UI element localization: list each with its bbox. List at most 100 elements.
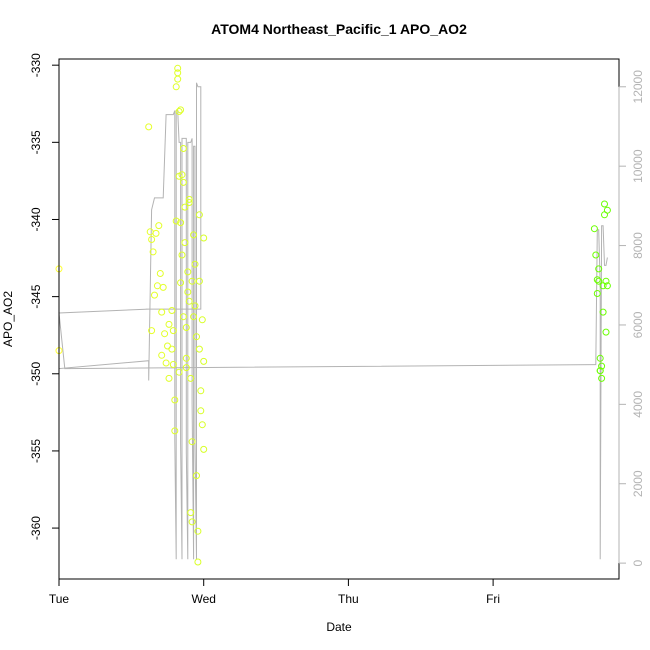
data-point [197,407,205,415]
y-tick-label: -330 [29,53,43,77]
data-point [172,83,180,91]
data-point [593,276,601,284]
data-point [191,260,199,268]
data-point [185,199,193,206]
x-tick-label: Thu [338,592,359,606]
data-point [179,178,187,186]
plot-frame [58,58,620,580]
y2-tick-label: 12000 [631,70,645,104]
data-point [159,283,167,291]
data-point [185,297,193,305]
data-point [194,527,202,535]
data-point [194,558,202,566]
data-point [152,229,160,237]
points-layer [55,64,611,566]
data-point [595,265,603,273]
x-tick-label: Wed [191,592,215,606]
data-point [145,123,153,131]
line-layer [58,82,608,560]
y2-tick-label: 4000 [631,391,645,418]
data-point [178,171,186,179]
data-point [185,195,193,203]
data-point [161,330,169,338]
data-point [590,225,598,233]
data-point [175,108,183,115]
data-point [171,396,179,404]
data-point [191,302,199,310]
data-point [182,364,190,372]
data-point [598,362,606,370]
data-point [153,282,161,290]
data-point [177,219,185,227]
data-point [158,351,166,359]
data-point [193,333,200,341]
y-axis-label: APO_AO2 [1,291,15,347]
data-point [182,354,190,362]
data-point [179,145,187,152]
data-point [188,518,196,526]
data-point [174,75,182,83]
x-tick-label: Fri [486,592,500,606]
data-point [195,345,203,353]
data-point [593,290,601,297]
data-point [169,361,177,368]
data-point [162,359,170,367]
data-point [200,234,208,242]
data-point [603,206,611,214]
y2-tick-label: 8000 [631,232,645,259]
data-point [190,313,198,321]
data-point [602,328,610,336]
data-point [198,421,206,429]
data-point [174,64,182,72]
y-tick-label: -350 [29,361,43,385]
data-point [195,211,203,219]
data-point [603,282,611,290]
data-point [188,438,196,446]
data-point [198,316,206,324]
data-point [177,106,185,114]
y2-tick-label: 2000 [631,470,645,497]
data-point [171,427,179,435]
data-point [200,357,208,365]
data-point [187,509,195,517]
data-point [165,374,173,382]
y2-tick-label: 0 [631,559,645,566]
y-tick-label: -345 [29,284,43,308]
data-point [181,239,189,247]
data-point [182,324,190,331]
data-point [188,277,196,285]
data-point [592,251,600,259]
x-axis-label: Date [326,620,352,634]
data-point [595,277,603,285]
y-tick-label: -360 [29,516,43,540]
data-point [181,203,189,211]
y2-tick-label: 10000 [631,149,645,183]
data-point [177,279,185,287]
y-tick-label: -340 [29,207,43,231]
data-point [179,313,187,321]
chart-title: ATOM4 Northeast_Pacific_1 APO_AO2 [211,21,467,37]
y2-axis: 0 2000 4000 6000 8000 10000 12000 [618,70,645,566]
data-point [184,268,192,276]
data-point [200,445,208,453]
data-point [601,200,608,208]
data-point [156,270,164,277]
data-point [149,248,157,256]
data-point [190,231,198,239]
x-axis: Tue Wed Thu Fri [49,578,500,606]
data-point [148,327,156,335]
data-point [158,308,166,316]
data-point [598,374,606,382]
data-point [197,387,205,395]
data-point [178,251,186,259]
data-point [596,367,604,375]
data-point [599,308,607,316]
data-point [151,291,158,299]
data-point [168,307,176,314]
data-point [146,228,154,236]
data-point [165,320,173,328]
data-point [193,472,200,480]
data-point [172,217,180,225]
data-point [148,236,156,243]
